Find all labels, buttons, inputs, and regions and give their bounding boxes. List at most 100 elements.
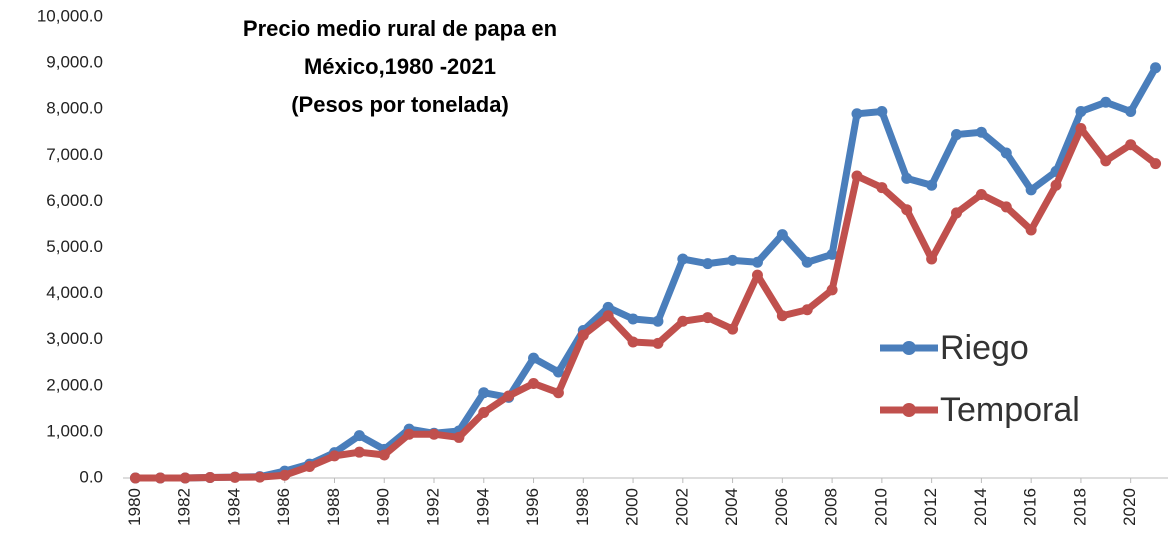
y-tick-label: 10,000.0 [37, 6, 103, 25]
x-tick-label: 1994 [473, 488, 492, 526]
point [1075, 123, 1087, 135]
point [1150, 158, 1162, 170]
point [876, 182, 888, 194]
point [975, 126, 987, 138]
point [652, 337, 664, 349]
point [826, 284, 838, 296]
point [254, 471, 266, 483]
x-tick-label: 1980 [125, 488, 144, 526]
x-tick-label: 2014 [971, 488, 990, 526]
point [328, 450, 340, 462]
y-tick-label: 5,000.0 [46, 237, 103, 256]
x-tick-label: 1996 [523, 488, 542, 526]
point [1100, 96, 1112, 108]
point [378, 449, 390, 461]
point [1125, 139, 1137, 151]
point [677, 253, 689, 265]
point [776, 310, 788, 322]
legend-label: Temporal [940, 391, 1080, 429]
point [353, 446, 365, 458]
x-tick-label: 1984 [224, 488, 243, 526]
point [453, 431, 465, 443]
x-tick-label: 2012 [921, 488, 940, 526]
point [602, 301, 614, 313]
point [677, 315, 689, 327]
point [975, 188, 987, 200]
point [727, 323, 739, 335]
x-tick-label: 2008 [822, 488, 841, 526]
point [627, 336, 639, 348]
y-tick-label: 1,000.0 [46, 421, 103, 440]
point [602, 310, 614, 322]
point [154, 472, 166, 484]
point [951, 207, 963, 219]
x-tick-label: 2006 [772, 488, 791, 526]
point [826, 248, 838, 260]
point [428, 428, 440, 440]
point [727, 254, 739, 266]
y-tick-label: 9,000.0 [46, 53, 103, 72]
point [577, 329, 589, 341]
point [801, 304, 813, 316]
point [1100, 155, 1112, 167]
point [751, 256, 763, 268]
chart-title: México,1980 -2021 [304, 54, 496, 79]
point [652, 315, 664, 327]
point [901, 204, 913, 216]
x-tick-label: 1986 [274, 488, 293, 526]
x-tick-label: 1998 [573, 488, 592, 526]
point [403, 428, 415, 440]
x-tick-label: 2016 [1021, 488, 1040, 526]
point [801, 256, 813, 268]
point [926, 179, 938, 191]
point [751, 269, 763, 281]
point [552, 387, 564, 399]
point [1075, 106, 1087, 118]
y-tick-label: 7,000.0 [46, 145, 103, 164]
x-tick-label: 1988 [324, 488, 343, 526]
x-tick-label: 1992 [423, 488, 442, 526]
point [627, 313, 639, 325]
point [776, 229, 788, 241]
y-tick-label: 3,000.0 [46, 329, 103, 348]
point [204, 472, 216, 484]
point [552, 366, 564, 378]
point [528, 377, 540, 389]
point [926, 253, 938, 265]
point [279, 469, 291, 481]
point [951, 129, 963, 141]
x-tick-label: 2004 [722, 488, 741, 526]
point [179, 472, 191, 484]
legend-marker [902, 341, 916, 355]
x-tick-label: 2020 [1120, 488, 1139, 526]
point [1025, 224, 1037, 236]
legend-label: Riego [940, 329, 1029, 367]
point [851, 170, 863, 182]
point [1050, 179, 1062, 191]
point [851, 108, 863, 120]
point [1000, 147, 1012, 159]
point [353, 430, 365, 442]
y-tick-label: 8,000.0 [46, 99, 103, 118]
point [129, 472, 141, 484]
point [503, 390, 515, 402]
point [1000, 201, 1012, 213]
x-tick-label: 2002 [672, 488, 691, 526]
y-tick-label: 0.0 [79, 467, 103, 486]
legend-marker [902, 403, 916, 417]
y-tick-label: 6,000.0 [46, 191, 103, 210]
point [478, 407, 490, 419]
point [702, 258, 714, 270]
x-tick-label: 2018 [1070, 488, 1089, 526]
y-tick-label: 4,000.0 [46, 283, 103, 302]
y-tick-label: 2,000.0 [46, 375, 103, 394]
point [901, 172, 913, 184]
x-tick-label: 2000 [623, 488, 642, 526]
point [229, 471, 241, 483]
point [478, 387, 490, 399]
x-tick-label: 2010 [871, 488, 890, 526]
point [304, 460, 316, 472]
chart-title: Precio medio rural de papa en [243, 16, 557, 41]
chart-title: (Pesos por tonelada) [291, 92, 509, 117]
